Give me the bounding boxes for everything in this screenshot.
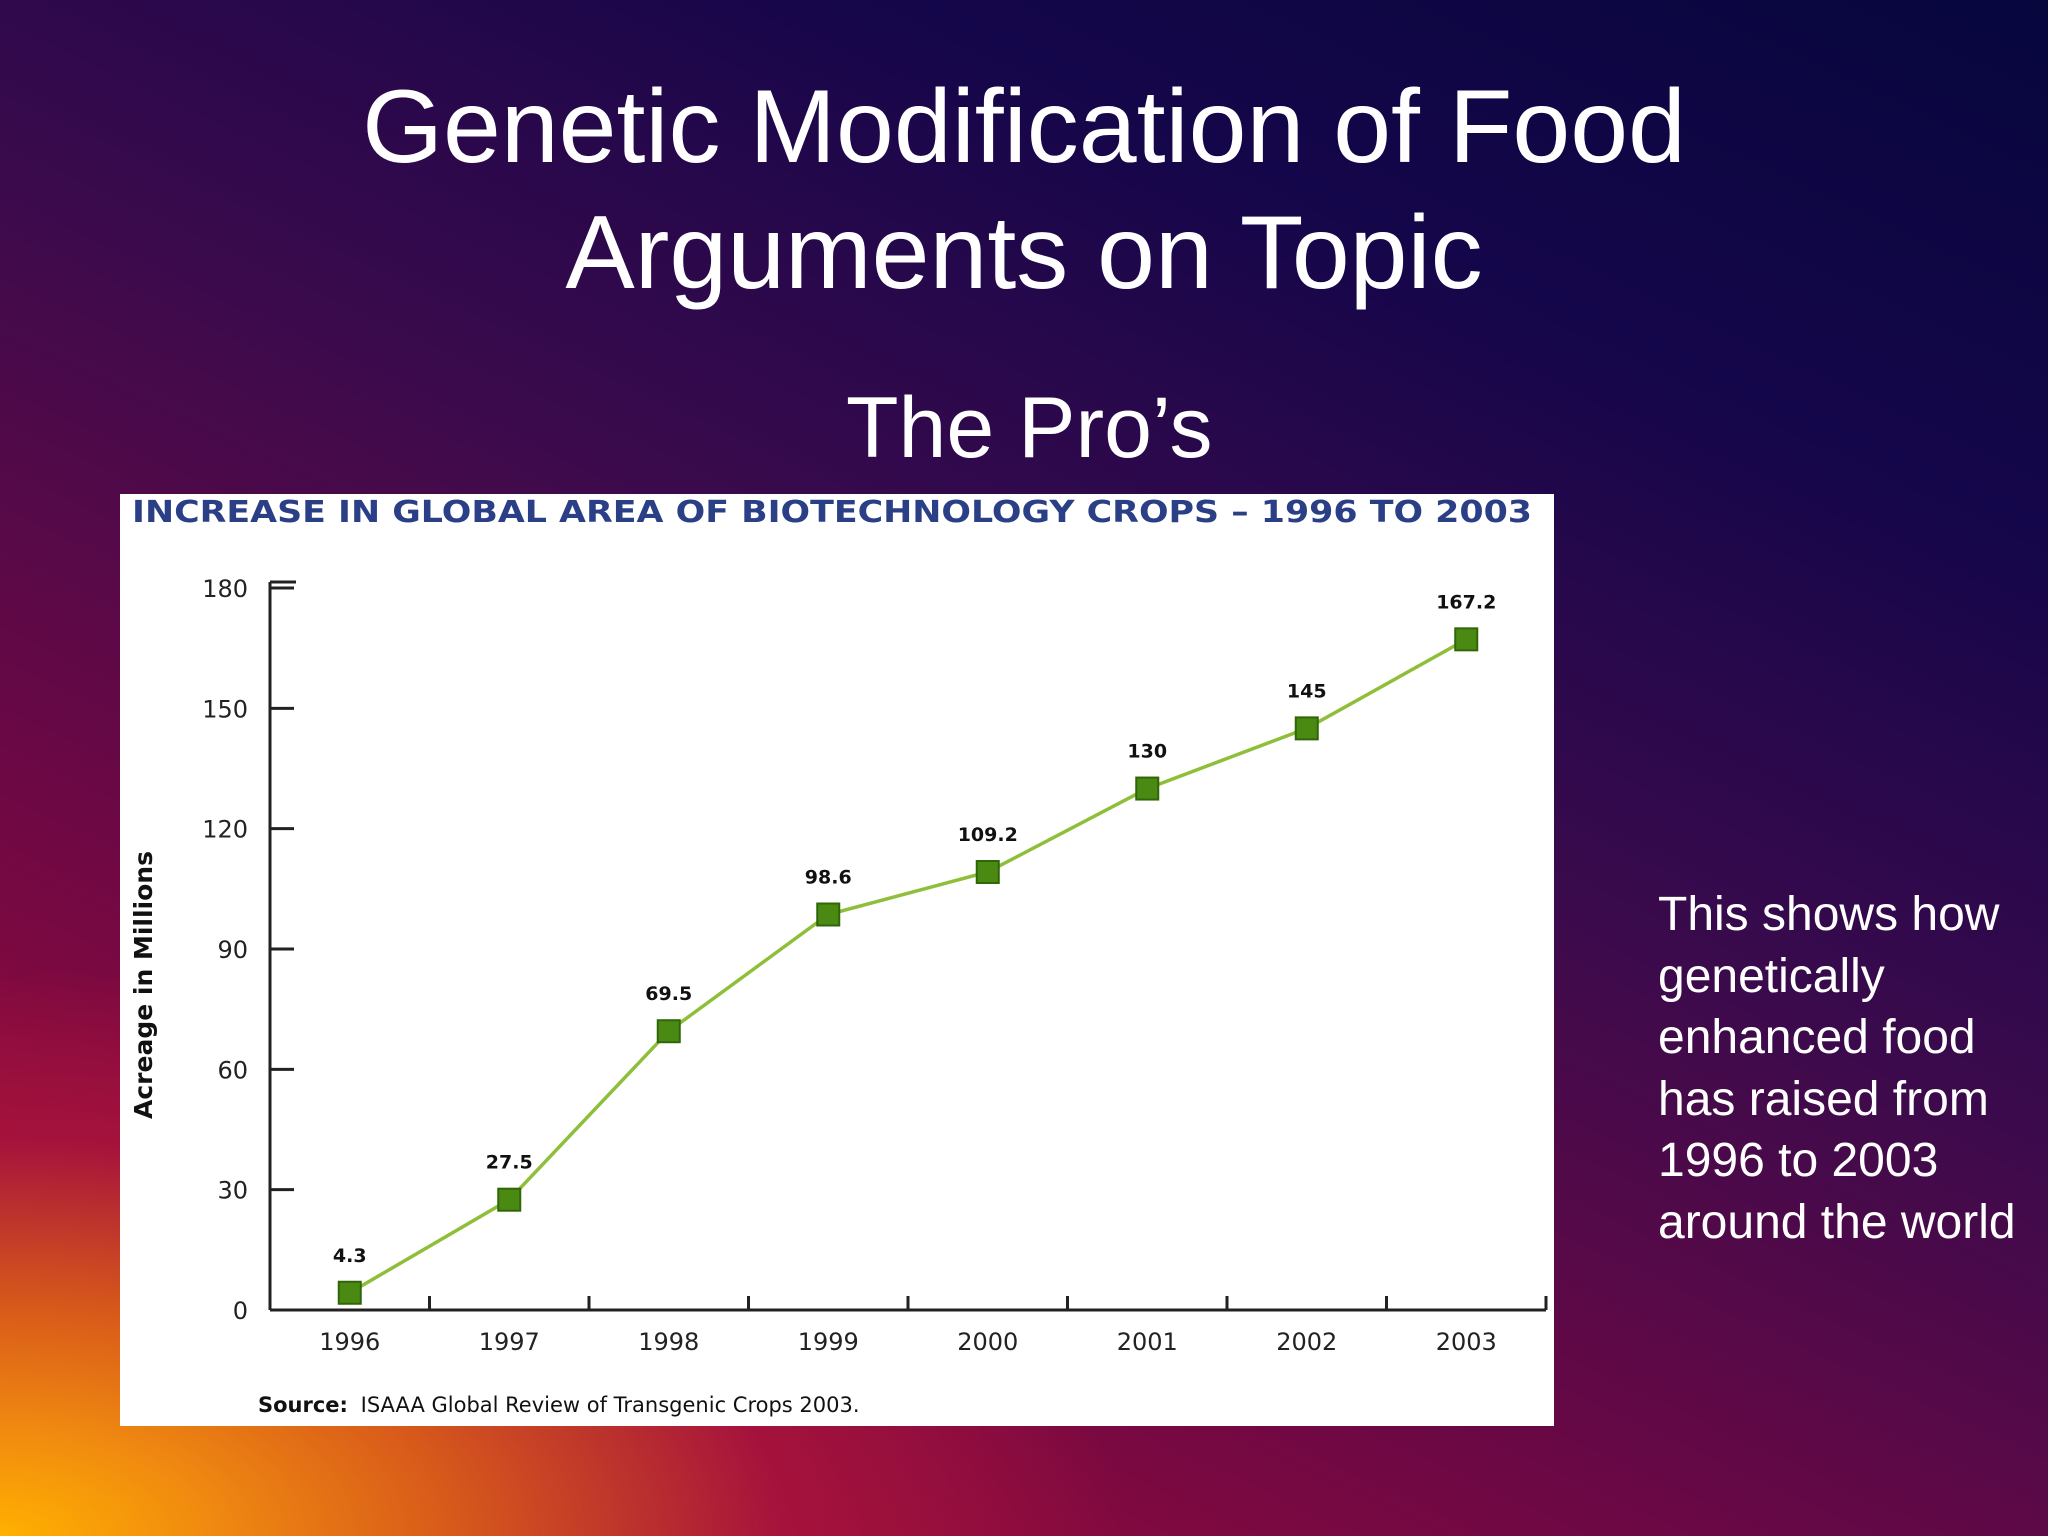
y-tick-label: 30 bbox=[217, 1177, 248, 1205]
chart-series bbox=[337, 627, 1479, 1305]
slide-title: Genetic Modification of Food Arguments o… bbox=[0, 64, 2048, 316]
x-tick-label: 1997 bbox=[479, 1328, 540, 1356]
slide-title-line-1: Genetic Modification of Food bbox=[362, 69, 1686, 185]
slide-title-line-2: Arguments on Topic bbox=[565, 195, 1483, 311]
x-tick-label: 1998 bbox=[638, 1328, 699, 1356]
data-label: 27.5 bbox=[486, 1152, 533, 1174]
x-tick-label: 2002 bbox=[1276, 1328, 1337, 1356]
data-point bbox=[1135, 776, 1160, 801]
data-point bbox=[656, 1019, 681, 1044]
source-text: ISAAA Global Review of Transgenic Crops … bbox=[361, 1393, 860, 1417]
data-label: 109.2 bbox=[958, 824, 1018, 846]
y-tick-label: 90 bbox=[217, 936, 248, 964]
data-label: 145 bbox=[1287, 680, 1327, 702]
y-axis-label: Acreage in Millions bbox=[129, 851, 158, 1119]
data-point bbox=[497, 1187, 522, 1212]
x-axis-ticks: 1996 1997 1998 1999 2000 2001 2002 2003 bbox=[319, 1296, 1548, 1356]
data-label: 130 bbox=[1127, 741, 1167, 763]
y-tick-label: 120 bbox=[202, 816, 248, 844]
x-tick-label: 2003 bbox=[1436, 1328, 1497, 1356]
y-tick-label: 0 bbox=[233, 1297, 248, 1325]
data-point bbox=[1294, 716, 1319, 741]
series-line bbox=[348, 637, 1468, 1295]
x-tick-label: 1999 bbox=[798, 1328, 859, 1356]
data-point bbox=[1454, 627, 1479, 652]
y-tick-label: 150 bbox=[202, 695, 248, 723]
x-tick-label: 1996 bbox=[319, 1328, 380, 1356]
source-note: Source: ISAAA Global Review of Transgeni… bbox=[258, 1393, 860, 1417]
y-tick-label: 180 bbox=[202, 575, 248, 603]
y-axis-ticks: 0 30 60 90 120 150 180 bbox=[202, 575, 294, 1325]
data-label: 4.3 bbox=[333, 1245, 367, 1267]
side-note: This shows how genetically enhanced food… bbox=[1658, 888, 2016, 1249]
data-label: 98.6 bbox=[805, 867, 852, 889]
chart-axes bbox=[268, 580, 1546, 1312]
data-label: 167.2 bbox=[1436, 591, 1496, 613]
line-chart: INCREASE IN GLOBAL AREA OF BIOTECHNOLOGY… bbox=[129, 495, 1548, 1417]
source-label: Source: bbox=[258, 1393, 348, 1417]
chart-panel: INCREASE IN GLOBAL AREA OF BIOTECHNOLOGY… bbox=[120, 494, 1554, 1426]
y-tick-label: 60 bbox=[217, 1056, 248, 1084]
x-tick-label: 2001 bbox=[1117, 1328, 1178, 1356]
chart-title: INCREASE IN GLOBAL AREA OF BIOTECHNOLOGY… bbox=[132, 495, 1532, 530]
data-labels: 4.3 27.5 69.5 98.6 109.2 130 145 167.2 bbox=[333, 591, 1496, 1266]
data-point bbox=[337, 1280, 362, 1305]
x-tick-label: 2000 bbox=[957, 1328, 1018, 1356]
data-label: 69.5 bbox=[645, 983, 692, 1005]
slide-subtitle: The Pro’s bbox=[846, 380, 1213, 476]
data-point bbox=[975, 859, 1000, 884]
data-point bbox=[816, 902, 841, 927]
